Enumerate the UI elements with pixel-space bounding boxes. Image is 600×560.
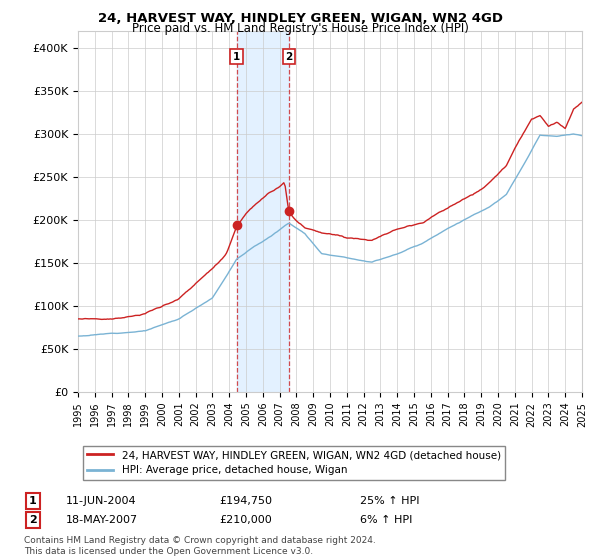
Text: 1: 1 [233,52,240,62]
Text: 2: 2 [285,52,292,62]
Text: 1: 1 [29,496,37,506]
Text: £194,750: £194,750 [219,496,272,506]
Bar [236,31,289,392]
Text: Contains HM Land Registry data © Crown copyright and database right 2024.
This d: Contains HM Land Registry data © Crown c… [24,536,376,556]
Text: 18-MAY-2007: 18-MAY-2007 [66,515,138,525]
Legend: 24, HARVEST WAY, HINDLEY GREEN, WIGAN, WN2 4GD (detached house), HPI: Average pr: 24, HARVEST WAY, HINDLEY GREEN, WIGAN, W… [83,446,505,479]
Text: 24, HARVEST WAY, HINDLEY GREEN, WIGAN, WN2 4GD: 24, HARVEST WAY, HINDLEY GREEN, WIGAN, W… [97,12,503,25]
Text: 11-JUN-2004: 11-JUN-2004 [66,496,137,506]
Text: Price paid vs. HM Land Registry's House Price Index (HPI): Price paid vs. HM Land Registry's House … [131,22,469,35]
Text: £210,000: £210,000 [219,515,272,525]
Text: 2: 2 [29,515,37,525]
Text: 25% ↑ HPI: 25% ↑ HPI [360,496,419,506]
Text: 6% ↑ HPI: 6% ↑ HPI [360,515,412,525]
